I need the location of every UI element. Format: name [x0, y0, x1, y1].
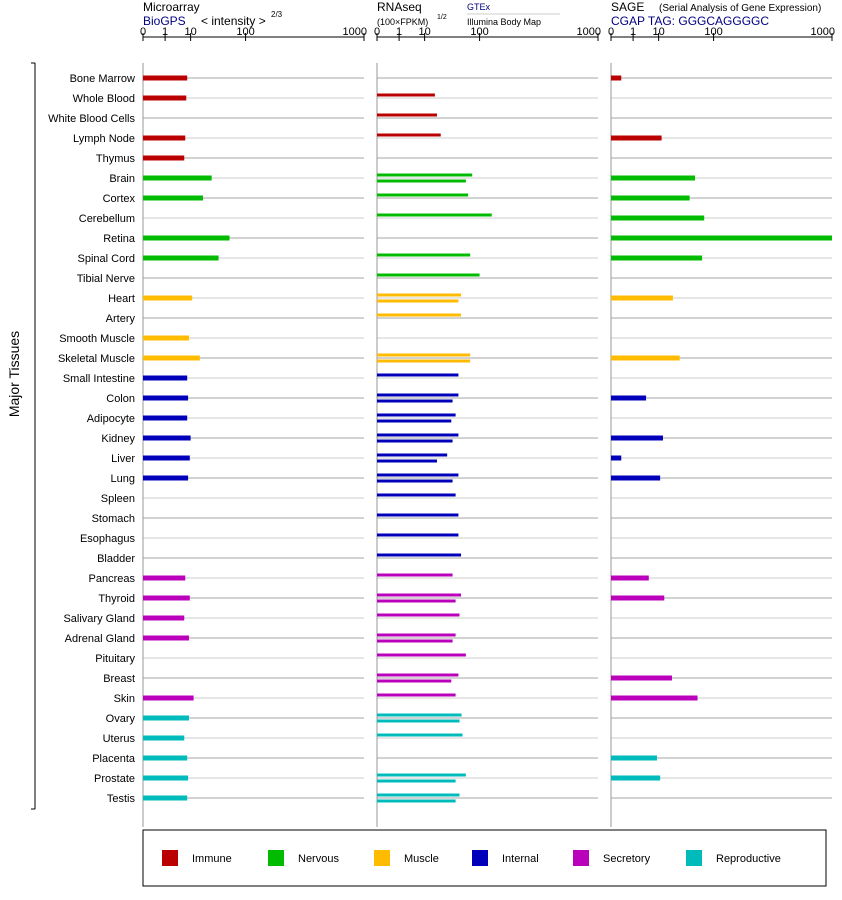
panel-title-microarray: Microarray — [143, 0, 200, 14]
tick-label-rnaseq-1: 1 — [396, 26, 402, 38]
tissue-label-11: Tibial Nerve — [77, 273, 135, 285]
tick-label-sage-10: 10 — [652, 26, 664, 38]
panel-scale-label-rnaseq: (100×FPKM) — [377, 17, 428, 27]
tissue-label-2: Whole Blood — [73, 93, 135, 105]
tick-label-microarray-10: 10 — [184, 26, 196, 38]
legend-swatch-internal — [472, 850, 488, 866]
tissue-label-10: Spinal Cord — [78, 253, 135, 265]
legend-label-secretory: Secretory — [603, 853, 651, 865]
tissue-label-16: Small Intestine — [63, 373, 135, 385]
legend-swatch-nervous — [268, 850, 284, 866]
tick-label-sage-1000: 1000 — [811, 26, 835, 38]
source-illumina: Illumina Body Map — [467, 17, 541, 27]
panel-note-sage: (Serial Analysis of Gene Expression) — [659, 3, 821, 14]
grid — [143, 77, 832, 799]
tissue-label-34: Uterus — [103, 733, 136, 745]
legend-swatch-secretory — [573, 850, 589, 866]
tick-label-microarray-1000: 1000 — [343, 26, 367, 38]
tissue-label-25: Bladder — [97, 553, 135, 565]
tick-label-rnaseq-1000: 1000 — [577, 26, 601, 38]
tick-label-rnaseq-10: 10 — [418, 26, 430, 38]
tick-label-microarray-100: 100 — [236, 26, 254, 38]
bars — [143, 75, 832, 803]
legend-box — [142, 829, 827, 887]
panel-subtitle-sage: CGAP TAG: GGGCAGGGGC — [611, 14, 769, 28]
tick-label-rnaseq-100: 100 — [470, 26, 488, 38]
tick-label-microarray-1: 1 — [162, 26, 168, 38]
legend-items: Immune Nervous Muscle Internal Secretory Repr… — [162, 850, 781, 866]
tissue-label-23: Stomach — [92, 513, 135, 525]
tissue-label-3: White Blood Cells — [48, 113, 135, 125]
tissue-label-14: Smooth Muscle — [59, 333, 135, 345]
tissue-label-18: Adipocyte — [87, 413, 135, 425]
tissue-label-22: Spleen — [101, 493, 135, 505]
axes: 0 1 10 100 1000 0 1 10 100 1000 0 1 10 100 1000 — [140, 26, 835, 827]
legend-swatch-reproductive — [686, 850, 702, 866]
tissue-label-19: Kidney — [101, 433, 135, 445]
tissue-label-15: Skeletal Muscle — [58, 353, 135, 365]
tissue-label-6: Brain — [109, 173, 135, 185]
panel-scale-exp-rnaseq: 1/2 — [437, 14, 447, 21]
tissue-label-9: Retina — [103, 233, 136, 245]
legend-swatch-immune — [162, 850, 178, 866]
tissue-labels: Bone Marrow Whole Blood White Blood Cells L… — [48, 73, 136, 805]
tissue-label-31: Breast — [103, 673, 135, 685]
tissue-label-37: Testis — [107, 793, 136, 805]
tissue-label-28: Salivary Gland — [63, 613, 135, 625]
tissue-label-33: Ovary — [106, 713, 136, 725]
tick-label-sage-1: 1 — [630, 26, 636, 38]
legend: Immune Nervous Muscle Internal Secretory Repr… — [142, 829, 827, 887]
legend-swatch-muscle — [374, 850, 390, 866]
tissue-label-35: Placenta — [92, 753, 136, 765]
tissue-label-24: Esophagus — [80, 533, 136, 545]
tick-label-microarray-0: 0 — [140, 26, 146, 38]
panel-headers: Microarray BioGPS < intensity > 2/3 RNAs… — [143, 0, 821, 28]
tick-label-sage-100: 100 — [704, 26, 722, 38]
panel-scale-exp-microarray: 2/3 — [271, 10, 283, 19]
tissue-label-29: Adrenal Gland — [65, 633, 135, 645]
panel-title-sage: SAGE — [611, 0, 644, 14]
tissue-label-8: Cerebellum — [79, 213, 135, 225]
y-axis-label: Major Tissues — [6, 331, 22, 417]
panel-subtitle-biogps: BioGPS — [143, 14, 186, 28]
tissue-label-17: Colon — [106, 393, 135, 405]
tissue-bracket: Major Tissues — [6, 62, 36, 810]
tissue-label-21: Lung — [111, 473, 135, 485]
tissue-label-12: Heart — [108, 293, 135, 305]
panel-title-rnaseq: RNAseq — [377, 0, 422, 14]
tissue-label-7: Cortex — [103, 193, 136, 205]
tissue-label-5: Thymus — [96, 153, 136, 165]
legend-label-reproductive: Reproductive — [716, 853, 781, 865]
tissue-label-27: Thyroid — [98, 593, 135, 605]
legend-label-immune: Immune — [192, 853, 232, 865]
tissue-label-20: Liver — [111, 453, 135, 465]
legend-label-muscle: Muscle — [404, 853, 439, 865]
tissue-label-36: Prostate — [94, 773, 135, 785]
source-gtex: GTEx — [467, 2, 491, 12]
tissue-label-32: Skin — [114, 693, 135, 705]
tissue-label-1: Bone Marrow — [70, 73, 135, 85]
panel-scale-label-microarray: < intensity > — [201, 14, 266, 28]
tick-label-sage-0: 0 — [608, 26, 614, 38]
tissue-label-4: Lymph Node — [73, 133, 135, 145]
tissue-label-13: Artery — [106, 313, 136, 325]
tick-label-rnaseq-0: 0 — [374, 26, 380, 38]
tissue-label-30: Pituitary — [95, 653, 135, 665]
tissue-label-26: Pancreas — [89, 573, 136, 585]
legend-label-internal: Internal — [502, 853, 539, 865]
legend-label-nervous: Nervous — [298, 853, 339, 865]
